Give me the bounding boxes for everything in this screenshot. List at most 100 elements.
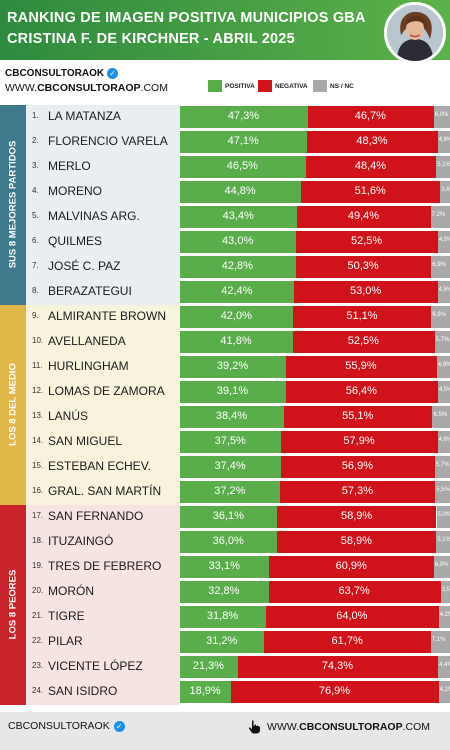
- legend-swatch-nsnc: [313, 80, 327, 92]
- bar-nsnc: [437, 281, 450, 303]
- bar-negativa: [295, 256, 432, 278]
- label-negativa: 52,5%: [350, 235, 383, 247]
- label-negativa: 51,1%: [346, 310, 378, 322]
- bar-positiva: [180, 581, 269, 603]
- bar-negativa: [280, 456, 435, 478]
- rank-number: 9.: [32, 311, 39, 320]
- verified-check-icon: ✓: [107, 68, 119, 79]
- bar-positiva: [180, 406, 284, 428]
- label-positiva: 42,4%: [221, 285, 253, 297]
- label-nsnc: 4,2%: [439, 612, 450, 618]
- bar-negativa: [300, 181, 441, 203]
- footer-website[interactable]: WWW.CBCONSULTORAOP.COM: [248, 720, 430, 734]
- bar-nsnc: [437, 131, 450, 153]
- ranking-row: 4. MORENO 44,8% 51,6% 3,6%: [26, 180, 450, 205]
- legend-label-negativa: NEGATIVA: [275, 82, 308, 90]
- group-bg-middle: [26, 305, 180, 505]
- label-negativa: 58,9%: [340, 510, 373, 522]
- bar-positiva: [180, 206, 298, 228]
- label-positiva: 36,0%: [212, 535, 244, 547]
- label-nsnc: 5,5%: [436, 487, 450, 493]
- bar-negativa: [231, 681, 439, 703]
- footer-handle[interactable]: CBCONSULTORAOK ✓: [8, 720, 125, 732]
- bar-nsnc: [438, 656, 450, 678]
- municipality-name: PILAR: [48, 634, 83, 648]
- label-positiva: 36,1%: [212, 510, 244, 522]
- bar-nsnc: [431, 256, 450, 278]
- label-positiva: 37,2%: [214, 485, 246, 497]
- label-nsnc: 4,6%: [438, 137, 450, 143]
- municipality-name: ITUZAINGÓ: [48, 534, 114, 548]
- label-positiva: 42,0%: [220, 310, 252, 322]
- ranking-row: 14. SAN MIGUEL 37,5% 57,9% 4,6%: [26, 430, 450, 455]
- bar-positiva: [180, 556, 270, 578]
- municipality-name: TRES DE FEBRERO: [48, 559, 162, 573]
- bar-positiva: [180, 256, 296, 278]
- pointer-hand-icon: [248, 720, 261, 734]
- ranking-row: 23. VICENTE LÓPEZ 21,3% 74,3% 4,4%: [26, 655, 450, 680]
- label-nsnc: 4,9%: [437, 362, 450, 368]
- bar-positiva: [180, 331, 293, 353]
- municipality-name: LANÚS: [48, 409, 89, 423]
- website-prefix: WWW.: [5, 82, 38, 94]
- ranking-row: 17. SAN FERNANDO 36,1% 58,9% 5,0%: [26, 505, 450, 530]
- municipality-name: FLORENCIO VARELA: [48, 134, 168, 148]
- municipality-name: BERAZATEGUI: [48, 284, 132, 298]
- label-nsnc: 3,5%: [441, 587, 450, 593]
- legend-label-nsnc: NS / NC: [330, 82, 354, 90]
- legend-swatch-negativa: [258, 80, 272, 92]
- footer-handle-text: CBCONSULTORAOK: [8, 720, 110, 732]
- bar-negativa: [264, 631, 431, 653]
- brand-website[interactable]: WWW.CBCONSULTORAOP.COM: [5, 82, 168, 94]
- footer-verified-check-icon: ✓: [113, 720, 125, 732]
- label-nsnc: 7,2%: [431, 212, 446, 218]
- municipality-name: VICENTE LÓPEZ: [48, 659, 143, 673]
- bar-negativa: [305, 156, 437, 178]
- bar-positiva: [180, 231, 297, 253]
- label-negativa: 57,9%: [343, 435, 375, 447]
- bar-negativa: [307, 106, 434, 128]
- bar-negativa: [237, 656, 439, 678]
- label-positiva: 41,8%: [220, 335, 252, 347]
- bar-nsnc: [435, 481, 450, 503]
- ranking-row: 22. PILAR 31,2% 61,7% 7,1%: [26, 630, 450, 655]
- bar-nsnc: [436, 506, 450, 528]
- label-nsnc: 6,5%: [433, 412, 448, 418]
- bar-nsnc: [437, 231, 450, 253]
- municipality-name: SAN ISIDRO: [48, 684, 118, 698]
- rank-number: 16.: [32, 486, 44, 495]
- label-positiva: 44,8%: [224, 185, 256, 197]
- rank-number: 8.: [32, 286, 39, 295]
- rank-number: 20.: [32, 586, 44, 595]
- label-negativa: 51,6%: [354, 185, 386, 197]
- portrait-photo: [384, 2, 446, 64]
- municipality-name: LA MATANZA: [48, 109, 121, 123]
- bar-negativa: [268, 581, 441, 603]
- bar-negativa: [285, 381, 438, 403]
- label-positiva: 37,5%: [214, 435, 246, 447]
- legend-item-nsnc: NS / NC: [313, 80, 354, 92]
- label-positiva: 21,3%: [192, 660, 224, 672]
- footer-bar: CBCONSULTORAOK ✓ WWW.CBCONSULTORAOP.COM: [0, 712, 450, 750]
- rank-number: 1.: [32, 111, 39, 120]
- bar-negativa: [296, 231, 438, 253]
- ranking-row: 15. ESTEBAN ECHEV. 37,4% 56,9% 5,7%: [26, 455, 450, 480]
- group-band-best: SUS 8 MEJORES PARTIDOS: [0, 105, 26, 305]
- municipality-name: ALMIRANTE BROWN: [48, 309, 167, 323]
- bar-negativa: [297, 206, 431, 228]
- brand-handle-text: CBCONSULTORAOK: [5, 68, 105, 79]
- rank-number: 24.: [32, 686, 44, 695]
- label-nsnc: 3,6%: [441, 187, 450, 193]
- chart-subtitle: CRISTINA F. DE KIRCHNER - ABRIL 2025: [7, 31, 295, 47]
- rank-number: 17.: [32, 511, 44, 520]
- bar-nsnc: [437, 431, 450, 453]
- label-nsnc: 5,7%: [435, 462, 450, 468]
- bar-nsnc: [440, 581, 450, 603]
- group-bg-best: [26, 105, 180, 305]
- ranking-row: 11. HURLINGHAM 39,2% 55,9% 4,9%: [26, 355, 450, 380]
- label-positiva: 42,8%: [221, 260, 253, 272]
- ranking-row: 2. FLORENCIO VARELA 47,1% 48,3% 4,6%: [26, 130, 450, 155]
- footer-website-text: WWW.CBCONSULTORAOP.COM: [267, 721, 430, 733]
- bar-positiva: [180, 456, 281, 478]
- label-nsnc: 4,4%: [439, 662, 450, 668]
